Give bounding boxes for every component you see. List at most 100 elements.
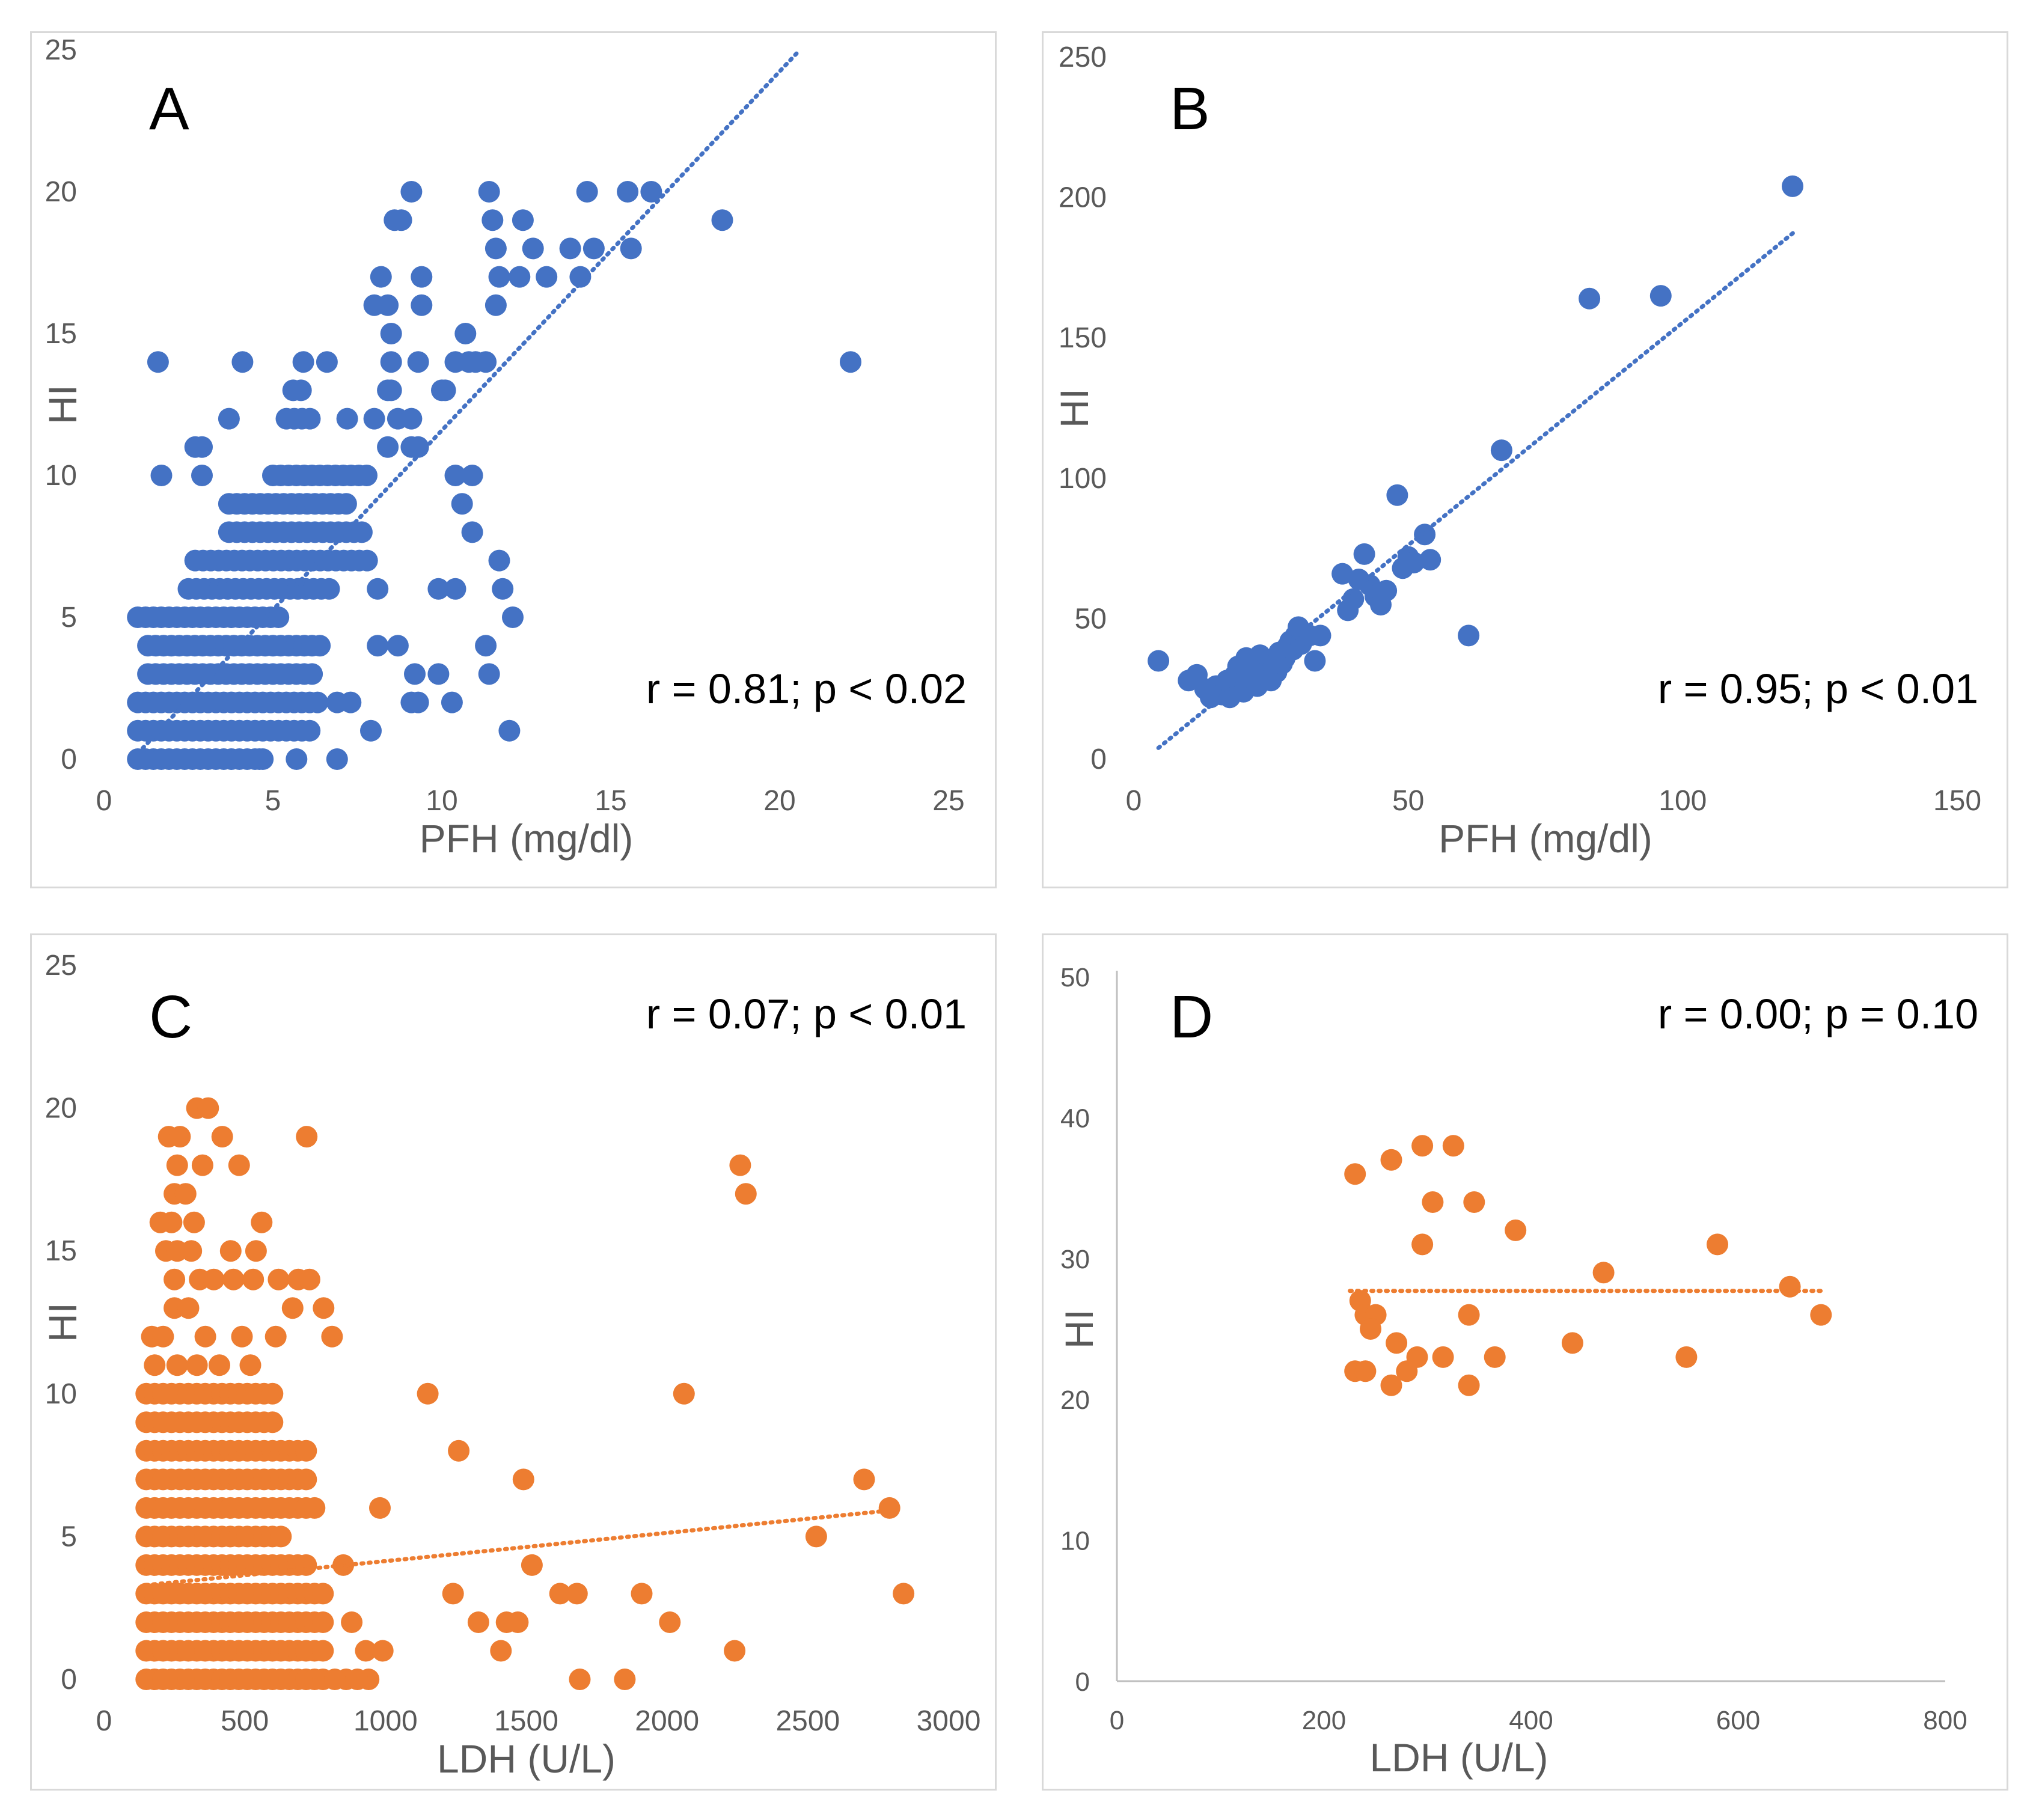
chart-c-point bbox=[268, 1268, 290, 1290]
chart-panel-c: 0 5 10 15 20 25 0 500 1000 1500 2000 2500 3000 LDH (U… bbox=[30, 933, 997, 1791]
chart-b-point bbox=[1331, 563, 1354, 585]
chart-a-point bbox=[512, 209, 534, 231]
chart-c-point bbox=[321, 1325, 343, 1348]
chart-d-panel-label: D bbox=[1170, 983, 1213, 1051]
chart-a-point bbox=[640, 181, 662, 203]
chart-a-point bbox=[461, 465, 483, 486]
chart-c-point bbox=[490, 1640, 512, 1662]
chart-d-x-tick-label: 600 bbox=[1716, 1706, 1760, 1735]
chart-d-point bbox=[1411, 1233, 1434, 1256]
chart-c-x-tick-label: 500 bbox=[221, 1705, 269, 1737]
chart-b-point bbox=[1579, 287, 1601, 310]
chart-a-x-tick-label: 20 bbox=[763, 785, 795, 817]
chart-b-x-tick-label: 50 bbox=[1392, 785, 1424, 817]
chart-c-point bbox=[281, 1297, 304, 1319]
chart-c-point bbox=[735, 1183, 757, 1205]
chart-a-x-tick-label: 15 bbox=[595, 785, 626, 817]
chart-d-y-tick-label: 10 bbox=[1060, 1527, 1090, 1556]
chart-c-x-tick-label: 1500 bbox=[494, 1705, 558, 1737]
chart-c-point bbox=[211, 1126, 233, 1148]
chart-c-point bbox=[805, 1525, 827, 1548]
chart-a-point bbox=[434, 379, 456, 402]
chart-b-x-tick-label: 100 bbox=[1658, 785, 1707, 817]
chart-a-point bbox=[407, 351, 429, 373]
chart-a-point bbox=[522, 237, 544, 260]
chart-c-point bbox=[341, 1611, 363, 1633]
chart-b-y-tick-label: 200 bbox=[1059, 182, 1107, 214]
chart-b-point bbox=[1782, 175, 1803, 197]
chart-a-point bbox=[427, 663, 450, 685]
chart-c-panel-label: C bbox=[149, 983, 192, 1051]
chart-d-point bbox=[1463, 1191, 1485, 1213]
chart-c-point bbox=[298, 1268, 320, 1290]
chart-c-point bbox=[878, 1497, 900, 1519]
chart-b-correlation-annotation: r = 0.95; p < 0.01 bbox=[1658, 665, 1978, 712]
chart-c-point bbox=[614, 1669, 636, 1690]
chart-a-point bbox=[454, 323, 477, 344]
chart-a-point bbox=[488, 549, 510, 572]
chart-c-point bbox=[197, 1097, 219, 1119]
chart-a-point bbox=[485, 294, 507, 316]
chart-d-point bbox=[1675, 1346, 1698, 1368]
chart-c-point bbox=[164, 1268, 186, 1290]
chart-a-point bbox=[427, 578, 450, 600]
chart-a-point bbox=[377, 294, 399, 316]
chart-a-point bbox=[316, 351, 338, 373]
chart-a-point bbox=[390, 209, 412, 231]
chart-c-point bbox=[371, 1640, 394, 1662]
chart-a-point bbox=[407, 436, 429, 458]
chart-a-point bbox=[377, 436, 399, 458]
chart-c-point bbox=[186, 1354, 208, 1376]
chart-a-x-tick-label: 5 bbox=[265, 785, 281, 817]
chart-d-x-tick-label: 400 bbox=[1509, 1706, 1553, 1735]
chart-a-point bbox=[340, 691, 362, 713]
chart-d-x-tick-label: 0 bbox=[1110, 1706, 1124, 1735]
chart-c-point bbox=[549, 1583, 571, 1605]
chart-a-point bbox=[478, 663, 500, 685]
chart-c-point bbox=[512, 1468, 534, 1491]
chart-c-y-tick-label: 25 bbox=[45, 950, 77, 982]
chart-a-point bbox=[478, 181, 500, 203]
chart-c-y-tick-label: 0 bbox=[61, 1664, 77, 1696]
chart-a-point bbox=[559, 237, 581, 260]
chart-c-x-tick-label: 2500 bbox=[775, 1705, 840, 1737]
chart-d-point bbox=[1380, 1149, 1402, 1171]
chart-c-point bbox=[144, 1354, 166, 1376]
chart-a-point bbox=[380, 351, 402, 373]
chart-c-point bbox=[245, 1240, 267, 1262]
chart-a-point bbox=[482, 209, 504, 231]
chart-a-y-tick-label: 25 bbox=[45, 34, 77, 66]
chart-a-point bbox=[299, 719, 321, 742]
chart-d-point bbox=[1810, 1304, 1832, 1326]
chart-d-x-tick-label: 200 bbox=[1302, 1706, 1346, 1735]
chart-a-point bbox=[350, 521, 373, 543]
chart-a-point bbox=[444, 465, 466, 486]
chart-c-point bbox=[191, 1154, 213, 1176]
chart-d-point bbox=[1505, 1219, 1527, 1241]
chart-d-point bbox=[1432, 1346, 1454, 1368]
chart-a-point bbox=[299, 408, 321, 430]
chart-c-point bbox=[222, 1268, 245, 1290]
chart-c-point bbox=[312, 1611, 334, 1633]
chart-a-point bbox=[290, 379, 312, 402]
chart-a-point bbox=[411, 266, 433, 288]
chart-c-point bbox=[313, 1297, 335, 1319]
chart-d-y-axis-title: HI bbox=[1057, 1309, 1101, 1349]
chart-a-point bbox=[326, 748, 348, 770]
chart-b-panel-label: B bbox=[1170, 75, 1210, 142]
chart-a-point bbox=[147, 351, 169, 373]
chart-d-y-tick-label: 40 bbox=[1060, 1104, 1090, 1133]
chart-a-point bbox=[502, 606, 524, 628]
chart-b-point bbox=[1649, 285, 1672, 307]
chart-a-point bbox=[370, 266, 392, 288]
chart-d-point bbox=[1442, 1135, 1464, 1157]
chart-b-y-tick-label: 50 bbox=[1075, 603, 1107, 635]
chart-b-point bbox=[1353, 543, 1375, 565]
chart-d-x-tick-label: 800 bbox=[1923, 1706, 1967, 1735]
chart-a-point bbox=[569, 266, 592, 288]
chart-a-point bbox=[363, 408, 385, 430]
chart-a-svg: 0 5 10 15 20 25 0 5 10 15 20 25 PFH (mg/dl) HI Ar = 0.… bbox=[40, 34, 967, 861]
chart-a-point bbox=[461, 521, 483, 543]
chart-c-point bbox=[152, 1325, 174, 1348]
